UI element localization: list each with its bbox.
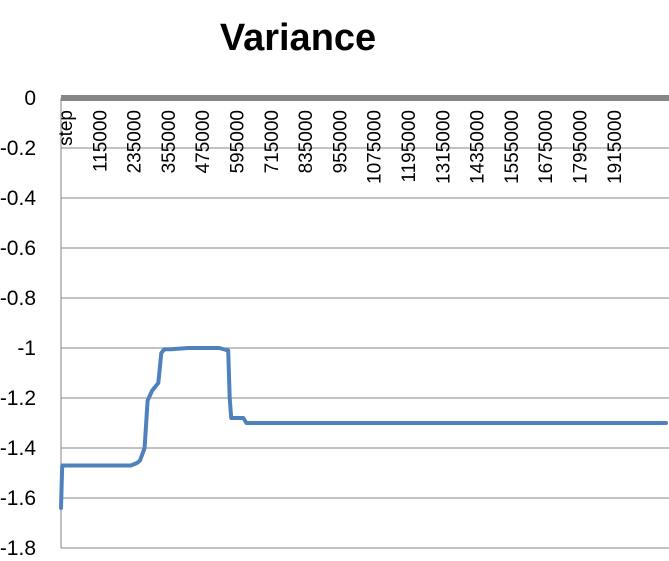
x-tick-label: 1315000 [433, 110, 454, 184]
gridlines [61, 147, 669, 549]
x-tick-label: 1075000 [365, 110, 386, 184]
y-tick-label: -1.4 [0, 437, 36, 460]
x-category-label: step [56, 110, 77, 146]
y-tick-label: -0.6 [0, 237, 36, 260]
y-tick-label: -1 [17, 337, 36, 360]
x-tick-label: 115000 [90, 110, 111, 172]
x-tick-label: 595000 [228, 110, 249, 173]
y-axis: 0 -0.2 -0.4 -0.6 -0.8 -1 -1.2 -1.4 -1.6 -1.8 [0, 87, 62, 560]
y-tick-label: -0.2 [0, 137, 36, 160]
y-tick-label: -0.8 [0, 287, 36, 310]
x-tick-label: 715000 [262, 110, 283, 173]
x-tick-label: 475000 [193, 110, 214, 173]
y-tick-label: 0 [24, 87, 36, 110]
x-tick-label: 1435000 [468, 110, 489, 184]
y-tick-label: -1.2 [0, 387, 36, 410]
y-tick-label: -1.6 [0, 487, 36, 510]
x-tick-label: 1915000 [605, 110, 626, 184]
x-tick-label: 1795000 [571, 110, 592, 184]
x-tick-label: 835000 [296, 110, 317, 173]
x-tick-label: 955000 [330, 110, 351, 173]
series-line [59, 346, 668, 510]
x-tick-label: 1195000 [399, 110, 420, 183]
x-tick-label: 355000 [159, 110, 180, 173]
y-tick-label: -1.8 [0, 537, 36, 560]
y-tick-label: -0.4 [0, 187, 36, 210]
series-layer [59, 346, 668, 510]
x-tick-label: 235000 [125, 110, 146, 173]
x-tick-label: 1555000 [502, 110, 523, 184]
chart-title: Variance [220, 17, 376, 59]
x-axis: step 115000 235000 355000 475000 595000 715000… [56, 95, 669, 184]
x-tick-label: 1675000 [536, 110, 557, 184]
